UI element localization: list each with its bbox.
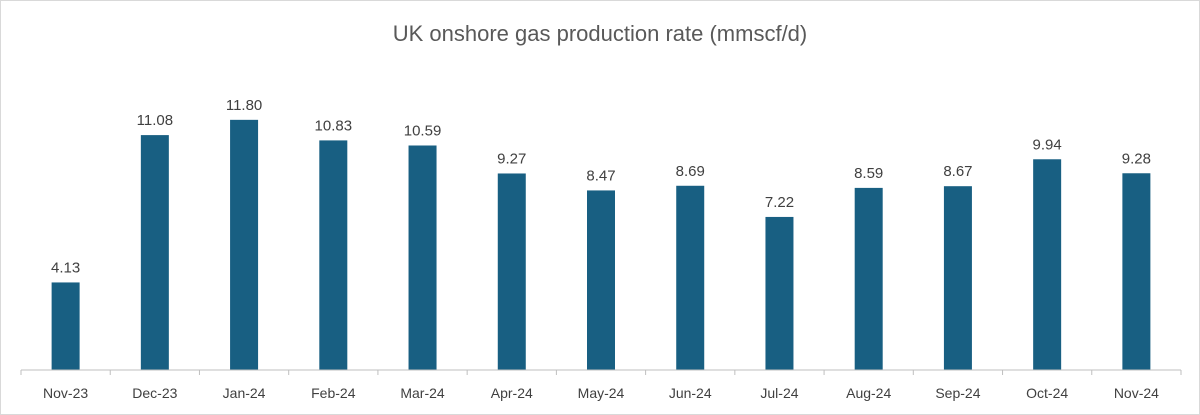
chart-title: UK onshore gas production rate (mmscf/d) bbox=[393, 21, 808, 46]
x-tick-label: Feb-24 bbox=[311, 385, 356, 401]
x-axis-ticks bbox=[20, 370, 1182, 375]
x-tick-label: Jul-24 bbox=[760, 385, 798, 401]
bar-dec-23 bbox=[140, 135, 169, 370]
data-label: 8.47 bbox=[586, 167, 615, 184]
bars-group bbox=[51, 119, 1151, 370]
data-label: 7.22 bbox=[765, 194, 794, 211]
data-label: 9.27 bbox=[497, 150, 526, 167]
bar-nov-23 bbox=[51, 282, 80, 370]
x-tick-label: Nov-23 bbox=[43, 385, 88, 401]
bar-oct-24 bbox=[1033, 159, 1062, 370]
x-tick-label: May-24 bbox=[578, 385, 625, 401]
bar-jan-24 bbox=[230, 119, 259, 370]
bar-aug-24 bbox=[854, 187, 883, 370]
bar-sep-24 bbox=[943, 186, 972, 370]
bar-may-24 bbox=[587, 190, 615, 370]
x-tick-label: Aug-24 bbox=[846, 385, 891, 401]
data-label: 10.59 bbox=[404, 122, 442, 139]
x-tick-label: Sep-24 bbox=[935, 385, 980, 401]
data-label: 8.59 bbox=[854, 165, 883, 182]
data-label: 10.83 bbox=[315, 117, 353, 134]
bar-feb-24 bbox=[319, 140, 348, 370]
data-label: 11.08 bbox=[137, 112, 173, 129]
x-tick-label: Mar-24 bbox=[400, 385, 445, 401]
bar-apr-24 bbox=[497, 173, 526, 370]
bar-jun-24 bbox=[676, 185, 705, 370]
data-label: 8.67 bbox=[943, 163, 972, 180]
x-tick-label: Jan-24 bbox=[223, 385, 266, 401]
x-tick-label: Apr-24 bbox=[491, 385, 533, 401]
data-label: 11.80 bbox=[226, 97, 262, 114]
data-label: 9.94 bbox=[1033, 136, 1062, 153]
x-tick-label: Nov-24 bbox=[1114, 385, 1159, 401]
x-tick-label: Jun-24 bbox=[669, 385, 712, 401]
data-label: 9.28 bbox=[1122, 150, 1151, 167]
data-label: 4.13 bbox=[51, 259, 80, 276]
x-tick-label: Dec-23 bbox=[132, 385, 177, 401]
bar-mar-24 bbox=[408, 145, 437, 370]
bar-jul-24 bbox=[765, 216, 794, 370]
data-labels-group: 4.13 11.08 11.80 10.83 10.59 9.27 8.47 8.69 7.22… bbox=[51, 97, 1151, 277]
category-labels-group: Nov-23 Dec-23 Jan-24 Feb-24 Mar-24 Apr-24 May-… bbox=[43, 385, 1159, 401]
x-tick-label: Oct-24 bbox=[1026, 385, 1068, 401]
data-label: 8.69 bbox=[676, 163, 705, 180]
bar-nov-24 bbox=[1122, 173, 1151, 370]
